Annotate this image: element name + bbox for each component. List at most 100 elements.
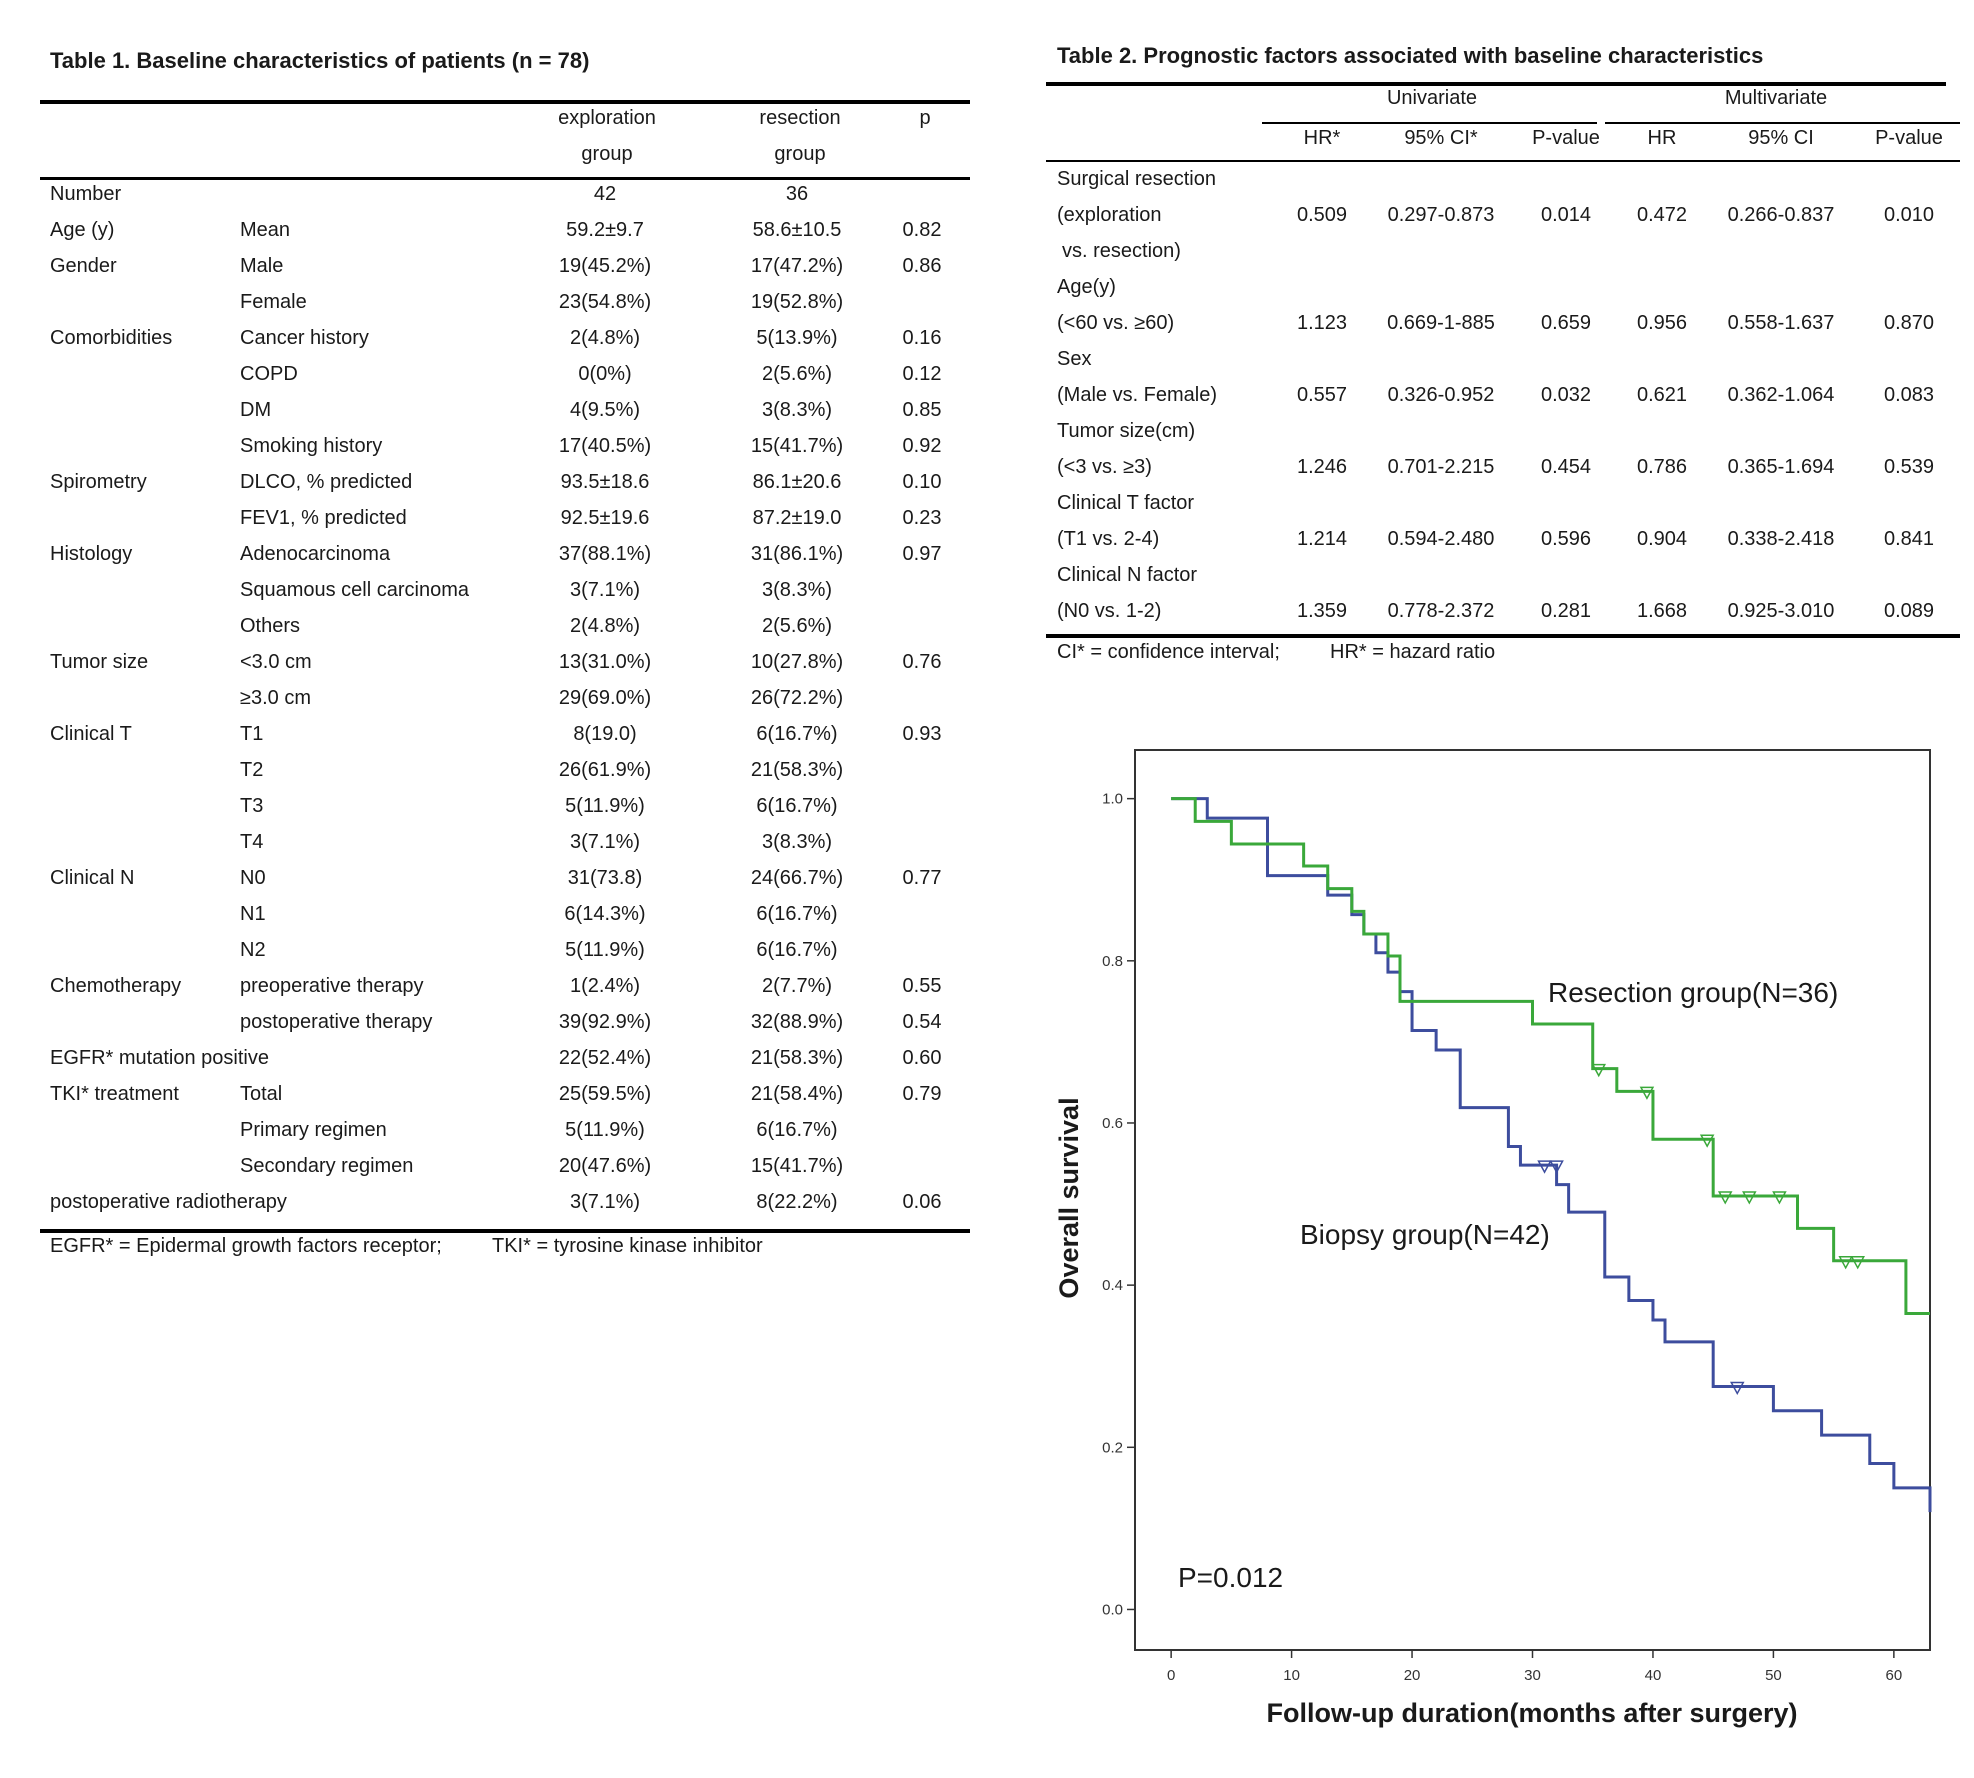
table-1-cell-resection: 31(86.1%) <box>750 543 844 565</box>
table-2-title: Table 2. Prognostic factors associated w… <box>1057 43 1764 68</box>
resection-censor-mark <box>1699 1134 1715 1148</box>
table-1-cell-p: 0.55 <box>902 975 942 997</box>
table-2-row-label: Sex <box>1057 348 1092 370</box>
table-2-cell: 0.904 <box>1636 528 1688 550</box>
resection-censor-mark <box>1838 1256 1853 1270</box>
table-1-cell-exploration: 23(54.8%) <box>558 291 652 313</box>
table-2-col-pvalue: P-value <box>1532 127 1600 149</box>
table-1-row-sublabel: N0 <box>240 867 266 889</box>
table-1-row-label: Spirometry <box>50 471 147 493</box>
table-1-row-sublabel: T4 <box>240 831 264 853</box>
table-1-row-label: Age (y) <box>50 219 115 241</box>
table-1-cell-p: 0.97 <box>902 543 942 565</box>
table-2-cell: 0.596 <box>1540 528 1592 550</box>
table-1-title: Table 1. Baseline characteristics of pat… <box>50 48 590 73</box>
table-1-cell-p: 0.12 <box>902 363 942 385</box>
table-1-cell-exploration: 31(73.8) <box>567 867 643 889</box>
table-1-cell-p: 0.82 <box>902 219 942 241</box>
x-tick-label: 50 <box>1765 1667 1782 1684</box>
table-1-cell-resection: 58.6±10.5 <box>752 219 842 241</box>
table-1-footnote-tki: TKI* = tyrosine kinase inhibitor <box>492 1235 763 1257</box>
table-2-cell: 0.701-2.215 <box>1387 456 1495 478</box>
table-1-cell-exploration: 93.5±18.6 <box>560 471 650 493</box>
table-1-row-sublabel: DM <box>240 399 272 421</box>
table-2-cell: 1.214 <box>1296 528 1348 550</box>
table-1-cell-p: 0.10 <box>902 471 942 493</box>
table-1-row-sublabel: ≥3.0 cm <box>240 687 311 709</box>
x-tick-label: 0 <box>1167 1667 1175 1684</box>
table-1-cell-resection: 21(58.3%) <box>750 759 844 781</box>
table-1-cell-exploration: 39(92.9%) <box>558 1011 652 1033</box>
table-1-cell-resection: 2(7.7%) <box>761 975 833 997</box>
table-2-univariate-rule <box>1262 122 1597 124</box>
table-1-cell-exploration: 20(47.6%) <box>558 1155 652 1177</box>
table-1-row-sublabel: Male <box>240 255 284 277</box>
table-2-cell: 0.956 <box>1636 312 1688 334</box>
resection-censor-mark <box>1742 1191 1757 1205</box>
table-1-row-label: TKI* treatment <box>50 1083 179 1105</box>
table-1-header-exploration-1: exploration <box>558 107 656 129</box>
table-1-row-sublabel: COPD <box>240 363 298 385</box>
table-2-col-ci-multi: 95% CI <box>1748 127 1814 149</box>
table-1-cell-resection: 24(66.7%) <box>750 867 844 889</box>
table-1-cell-resection: 21(58.3%) <box>750 1047 844 1069</box>
table-1-cell-resection: 17(47.2%) <box>750 255 844 277</box>
table-2-cell: 0.539 <box>1883 456 1935 478</box>
table-1-cell-resection: 86.1±20.6 <box>752 471 842 493</box>
resection-censor-mark <box>1850 1256 1865 1270</box>
table-2-row-label: (<3 vs. ≥3) <box>1057 456 1152 478</box>
table-2-cell: 0.621 <box>1636 384 1688 406</box>
table-2-cell: 0.558-1.637 <box>1727 312 1835 334</box>
table-2-cell: 0.326-0.952 <box>1387 384 1495 406</box>
table-2-cell: 0.472 <box>1636 204 1688 226</box>
table-2-cell: 1.123 <box>1296 312 1348 334</box>
table-1-cell-resection: 15(41.7%) <box>750 1155 844 1177</box>
resection-censor-mark <box>1772 1191 1787 1205</box>
table-2-cell: 0.281 <box>1540 600 1592 622</box>
table-1-cell-p: 0.76 <box>902 651 942 673</box>
table-1-row-label: Chemotherapy <box>50 975 182 997</box>
table-1-row-sublabel: Smoking history <box>240 435 383 457</box>
table-2-top-rule <box>1046 82 1946 86</box>
table-1-cell-resection: 6(16.7%) <box>756 939 838 961</box>
table-2-cell: 1.668 <box>1636 600 1688 622</box>
p-value-annotation: P=0.012 <box>1178 1562 1283 1593</box>
table-1-cell-exploration: 5(11.9%) <box>565 939 645 961</box>
y-tick-label: 0.8 <box>1102 953 1123 970</box>
table-1-cell-exploration: 13(31.0%) <box>558 651 652 673</box>
table-1-cell-exploration: 22(52.4%) <box>558 1047 652 1069</box>
table-2-group-univariate: Univariate <box>1386 87 1478 109</box>
table-2-cell: 0.089 <box>1883 600 1935 622</box>
table-1-cell-p: 0.92 <box>902 435 942 457</box>
table-1-cell-exploration: 0(0%) <box>578 363 632 385</box>
table-1-cell-resection: 2(5.6%) <box>761 363 833 385</box>
table-2-cell: 0.014 <box>1540 204 1592 226</box>
table-1-cell-resection: 2(5.6%) <box>761 615 833 637</box>
table-1-cell-exploration: 6(14.3%) <box>564 903 646 925</box>
table-2-cell: 0.266-0.837 <box>1727 204 1835 226</box>
table-1-header-rule <box>40 177 970 180</box>
table-1-header-resection-1: resection <box>759 107 841 129</box>
table-2-row-label: Clinical T factor <box>1057 492 1195 514</box>
table-1-bottom-rule <box>40 1229 970 1233</box>
table-1-cell-exploration: 2(4.8%) <box>569 615 641 637</box>
table-2-cell: 0.659 <box>1540 312 1592 334</box>
table-1-row-sublabel: Mean <box>240 219 291 241</box>
table-1-row-label: Histology <box>50 543 133 565</box>
resection-survival-curve <box>1171 797 1930 1316</box>
resection-censor-mark <box>1639 1086 1655 1100</box>
table-1-row-label: Clinical N <box>50 867 135 889</box>
table-1-cell-p: 0.60 <box>902 1047 942 1069</box>
table-1-row-sublabel: postoperative therapy <box>240 1011 433 1033</box>
table-1-cell-exploration: 2(4.8%) <box>569 327 641 349</box>
table-1-row-label: Tumor size <box>50 651 149 673</box>
table-2-footnote-hr: HR* = hazard ratio <box>1330 641 1496 663</box>
x-tick-label: 30 <box>1524 1667 1541 1684</box>
table-1-cell-resection: 3(8.3%) <box>761 579 833 601</box>
table-1-row-label: Gender <box>50 255 117 277</box>
y-tick-label: 1.0 <box>1102 791 1123 808</box>
table-1-row-sublabel: Cancer history <box>240 327 369 349</box>
table-2-cell: 0.557 <box>1296 384 1348 406</box>
table-1-cell-p: 0.93 <box>902 723 942 745</box>
